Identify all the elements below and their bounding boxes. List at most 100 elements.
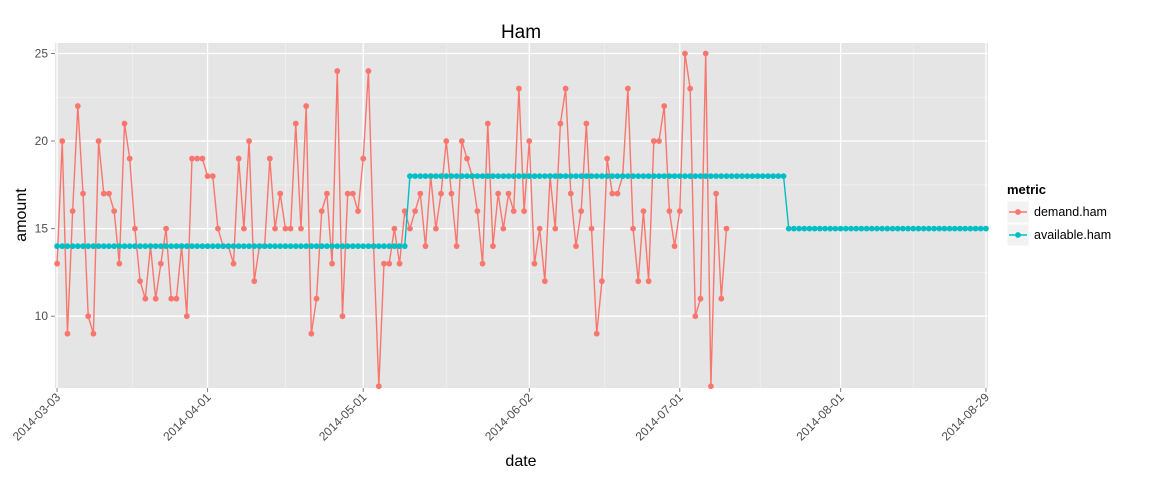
data-point	[292, 243, 299, 250]
data-point	[59, 243, 66, 250]
data-point	[391, 243, 398, 250]
data-point	[640, 173, 647, 180]
data-point	[536, 173, 543, 180]
data-point	[604, 155, 611, 162]
data-point	[54, 260, 60, 267]
data-point	[816, 225, 823, 232]
data-point	[282, 225, 289, 232]
data-point	[157, 243, 164, 250]
data-point	[547, 173, 553, 180]
x-axis: 2014-03-03 2014-04-01 2014-05-01 2014-06-02…	[10, 388, 992, 444]
data-point	[526, 173, 533, 180]
legend: metric demand.ham available.ham	[1006, 182, 1111, 247]
data-point	[516, 85, 522, 92]
data-point	[614, 173, 621, 180]
data-point	[500, 173, 507, 180]
data-point	[116, 260, 123, 267]
data-point	[671, 173, 678, 180]
data-point	[85, 243, 92, 250]
data-point	[479, 260, 486, 267]
data-point	[116, 243, 123, 250]
legend-item: available.ham	[1006, 223, 1111, 247]
data-point	[573, 173, 579, 180]
data-point	[500, 225, 507, 232]
y-tick-label: 15	[35, 222, 49, 236]
data-point	[661, 103, 668, 109]
data-point	[313, 243, 320, 250]
data-point	[666, 208, 673, 215]
data-point	[80, 190, 86, 197]
data-point	[962, 225, 969, 232]
data-point	[853, 225, 860, 232]
data-point	[401, 243, 408, 250]
data-point	[718, 295, 725, 302]
data-point	[624, 173, 631, 180]
data-point	[178, 243, 185, 250]
data-point	[479, 173, 486, 180]
data-point	[100, 243, 107, 250]
data-point	[682, 173, 688, 180]
data-point	[95, 243, 102, 250]
data-point	[375, 383, 382, 390]
data-point	[593, 330, 600, 337]
data-point	[204, 243, 211, 250]
data-point	[936, 225, 943, 232]
data-point	[329, 260, 335, 267]
data-point	[484, 120, 491, 127]
data-point	[240, 225, 247, 232]
legend-item: demand.ham	[1006, 200, 1107, 224]
data-point	[510, 173, 517, 180]
x-tick-label: 2014-08-29	[939, 390, 993, 444]
data-point	[443, 173, 450, 180]
data-point	[464, 155, 470, 162]
data-point	[713, 173, 719, 180]
data-point	[957, 225, 963, 232]
data-point	[215, 225, 221, 232]
data-point	[650, 138, 657, 144]
x-tick-label: 2014-06-02	[482, 390, 536, 444]
data-point	[147, 243, 154, 250]
data-point	[360, 243, 367, 250]
data-point	[152, 243, 159, 250]
data-point	[355, 243, 361, 250]
data-point	[453, 173, 460, 180]
data-point	[894, 225, 901, 232]
data-point	[453, 243, 460, 250]
data-point	[90, 243, 97, 250]
data-point	[95, 138, 102, 144]
data-point	[303, 103, 310, 109]
data-point	[759, 173, 766, 180]
data-point	[671, 243, 678, 250]
data-point	[458, 138, 465, 144]
data-point	[920, 225, 927, 232]
data-point	[842, 225, 849, 232]
x-tick-label: 2014-05-01	[316, 390, 370, 444]
data-point	[74, 243, 81, 250]
data-point	[754, 173, 761, 180]
data-point	[246, 243, 252, 250]
data-point	[189, 155, 195, 162]
data-point	[562, 85, 569, 92]
x-tick-label: 2014-08-01	[793, 390, 847, 444]
data-point	[74, 103, 81, 109]
data-point	[59, 138, 66, 144]
data-point	[194, 155, 201, 162]
data-point	[355, 208, 361, 215]
legend-label: available.ham	[1034, 228, 1111, 242]
data-point	[365, 243, 372, 250]
data-point	[687, 173, 694, 180]
data-point	[474, 208, 481, 215]
data-point	[635, 173, 642, 180]
data-point	[609, 190, 616, 197]
data-point	[417, 173, 424, 180]
data-point	[464, 173, 470, 180]
data-point	[443, 138, 450, 144]
data-point	[106, 243, 112, 250]
data-point	[334, 68, 341, 74]
data-point	[349, 243, 356, 250]
data-point	[806, 225, 813, 232]
data-point	[744, 173, 751, 180]
data-point	[308, 243, 315, 250]
data-point	[630, 225, 636, 232]
data-point	[983, 225, 989, 232]
